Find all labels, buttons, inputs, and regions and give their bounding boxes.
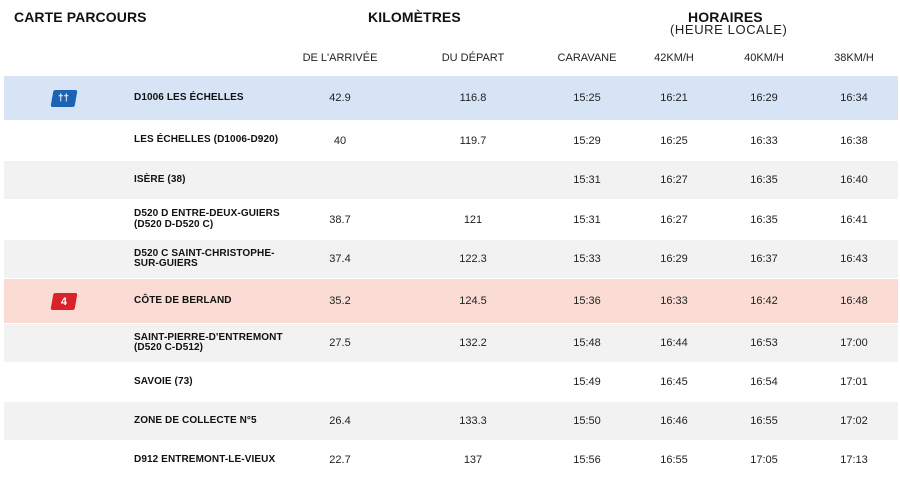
km-depart-cell: 137 bbox=[463, 454, 483, 466]
column-header-42kmh: 42KM/H bbox=[654, 52, 694, 64]
time-38kmh-cell: 17:13 bbox=[840, 454, 868, 466]
km-arrivee-cell: 27.5 bbox=[329, 337, 351, 349]
time-42kmh-cell: 16:45 bbox=[660, 376, 688, 388]
time-40kmh-cell: 16:55 bbox=[750, 415, 778, 427]
caravane-time-cell: 15:56 bbox=[573, 454, 601, 466]
km-arrivee-cell: 40 bbox=[333, 134, 347, 147]
place-name-cell: LES ÉCHELLES (D1006-D920) bbox=[134, 134, 279, 146]
place-name-cell: D1006 LES ÉCHELLES bbox=[134, 91, 244, 103]
place-name-cell: CÔTE DE BERLAND bbox=[134, 294, 232, 306]
time-42kmh-cell: 16:33 bbox=[660, 295, 688, 307]
time-38kmh-cell: 16:34 bbox=[840, 92, 868, 104]
table-row: ISÈRE (38) 15:31 16:27 16:35 16:40 bbox=[4, 161, 898, 200]
table-row: D912 ENTREMONT-LE-VIEUX 22.7 137 15:56 16:55… bbox=[4, 441, 898, 480]
table-row: 4 CÔTE DE BERLAND 35.2 124.5 15:36 16:33 16:42… bbox=[4, 279, 898, 324]
carte-parcours-heading: CARTE PARCOURS bbox=[14, 9, 147, 25]
time-38kmh-cell: 16:48 bbox=[840, 295, 868, 307]
feed-zone-icon: †† bbox=[50, 90, 78, 107]
km-depart-cell bbox=[433, 161, 513, 199]
column-header-38kmh: 38KM/H bbox=[834, 52, 874, 64]
column-header-caravane: CARAVANE bbox=[557, 52, 617, 64]
time-38kmh-cell: 16:43 bbox=[840, 253, 868, 265]
place-name-cell: SAINT-PIERRE-D'ENTREMONT (D520 C-D512) bbox=[134, 331, 283, 353]
table-row: †† D1006 LES ÉCHELLES 42.9 116.8 15:25 16:21 1… bbox=[4, 76, 898, 121]
time-38kmh-cell: 16:40 bbox=[840, 174, 868, 186]
km-arrivee-cell bbox=[300, 363, 380, 401]
time-42kmh-cell: 16:25 bbox=[660, 134, 688, 147]
place-name-cell: D520 D ENTRE-DEUX-GUIERS (D520 D-D520 C) bbox=[134, 208, 280, 230]
caravane-time-cell: 15:36 bbox=[573, 295, 601, 307]
kilometres-heading: KILOMÈTRES bbox=[368, 9, 461, 25]
heure-locale-subheading: (HEURE LOCALE) bbox=[670, 22, 788, 37]
time-42kmh-cell: 16:27 bbox=[660, 174, 688, 186]
time-42kmh-cell: 16:27 bbox=[660, 213, 688, 226]
km-arrivee-cell: 37.4 bbox=[329, 253, 351, 265]
time-38kmh-cell: 17:00 bbox=[840, 337, 868, 349]
km-arrivee-cell: 35.2 bbox=[329, 295, 351, 307]
table-row: D520 C SAINT-CHRISTOPHE-SUR-GUIERS 37.4 12… bbox=[4, 240, 898, 279]
km-depart-cell: 132.2 bbox=[459, 337, 487, 349]
horaires-heading: HORAIRES bbox=[688, 9, 763, 25]
caravane-time-cell: 15:33 bbox=[573, 253, 601, 265]
caravane-time-cell: 15:48 bbox=[573, 337, 601, 349]
km-depart-cell: 124.5 bbox=[459, 295, 487, 307]
caravane-time-cell: 15:31 bbox=[573, 174, 601, 186]
caravane-time-cell: 15:29 bbox=[573, 134, 601, 147]
km-arrivee-cell: 42.9 bbox=[329, 92, 351, 104]
column-header-depart: DU DÉPART bbox=[441, 52, 505, 64]
place-name-cell: ZONE DE COLLECTE N°5 bbox=[134, 414, 257, 426]
table-row: ZONE DE COLLECTE N°5 26.4 133.3 15:50 16:46 1… bbox=[4, 402, 898, 441]
itinerary-table: †† D1006 LES ÉCHELLES 42.9 116.8 15:25 16:21 1… bbox=[4, 76, 898, 480]
km-depart-cell: 116.8 bbox=[459, 92, 487, 104]
km-arrivee-cell: 26.4 bbox=[329, 415, 351, 427]
table-row: SAINT-PIERRE-D'ENTREMONT (D520 C-D512) 27… bbox=[4, 324, 898, 363]
km-arrivee-cell: 38.7 bbox=[329, 213, 351, 226]
place-name-cell: D520 C SAINT-CHRISTOPHE-SUR-GUIERS bbox=[134, 247, 275, 269]
time-42kmh-cell: 16:55 bbox=[660, 454, 688, 466]
km-depart-cell: 119.7 bbox=[459, 134, 487, 147]
column-header-arrivee: DE L'ARRIVÉE bbox=[302, 52, 378, 64]
caravane-time-cell: 15:49 bbox=[573, 376, 601, 388]
time-40kmh-cell: 16:35 bbox=[750, 174, 778, 186]
place-name-cell: D912 ENTREMONT-LE-VIEUX bbox=[134, 453, 276, 465]
time-38kmh-cell: 16:41 bbox=[840, 213, 868, 226]
climb-category-icon: 4 bbox=[50, 293, 78, 310]
km-depart-cell bbox=[433, 363, 513, 401]
time-42kmh-cell: 16:44 bbox=[660, 337, 688, 349]
table-row: LES ÉCHELLES (D1006-D920) 40 119.7 15:29 16:… bbox=[4, 121, 898, 161]
time-40kmh-cell: 16:53 bbox=[750, 337, 778, 349]
km-depart-cell: 121 bbox=[463, 213, 483, 226]
table-row: SAVOIE (73) 15:49 16:45 16:54 17:01 bbox=[4, 363, 898, 402]
time-38kmh-cell: 16:38 bbox=[840, 134, 868, 147]
time-40kmh-cell: 16:37 bbox=[750, 253, 778, 265]
km-depart-cell: 122.3 bbox=[459, 253, 487, 265]
caravane-time-cell: 15:25 bbox=[573, 92, 601, 104]
column-header-40kmh: 40KM/H bbox=[744, 52, 784, 64]
time-42kmh-cell: 16:21 bbox=[660, 92, 688, 104]
time-40kmh-cell: 16:42 bbox=[750, 295, 778, 307]
time-40kmh-cell: 16:35 bbox=[750, 213, 778, 226]
caravane-time-cell: 15:50 bbox=[573, 415, 601, 427]
time-40kmh-cell: 16:29 bbox=[750, 92, 778, 104]
time-38kmh-cell: 17:01 bbox=[840, 376, 868, 388]
km-arrivee-cell bbox=[300, 161, 380, 199]
time-42kmh-cell: 16:29 bbox=[660, 253, 688, 265]
table-row: D520 D ENTRE-DEUX-GUIERS (D520 D-D520 C)… bbox=[4, 200, 898, 240]
place-name-cell: SAVOIE (73) bbox=[134, 375, 193, 387]
km-arrivee-cell: 22.7 bbox=[329, 454, 351, 466]
caravane-time-cell: 15:31 bbox=[573, 213, 601, 226]
time-42kmh-cell: 16:46 bbox=[660, 415, 688, 427]
time-40kmh-cell: 16:33 bbox=[750, 134, 778, 147]
km-depart-cell: 133.3 bbox=[459, 415, 487, 427]
time-38kmh-cell: 17:02 bbox=[840, 415, 868, 427]
place-name-cell: ISÈRE (38) bbox=[134, 173, 186, 185]
time-40kmh-cell: 17:05 bbox=[750, 454, 778, 466]
time-40kmh-cell: 16:54 bbox=[750, 376, 778, 388]
